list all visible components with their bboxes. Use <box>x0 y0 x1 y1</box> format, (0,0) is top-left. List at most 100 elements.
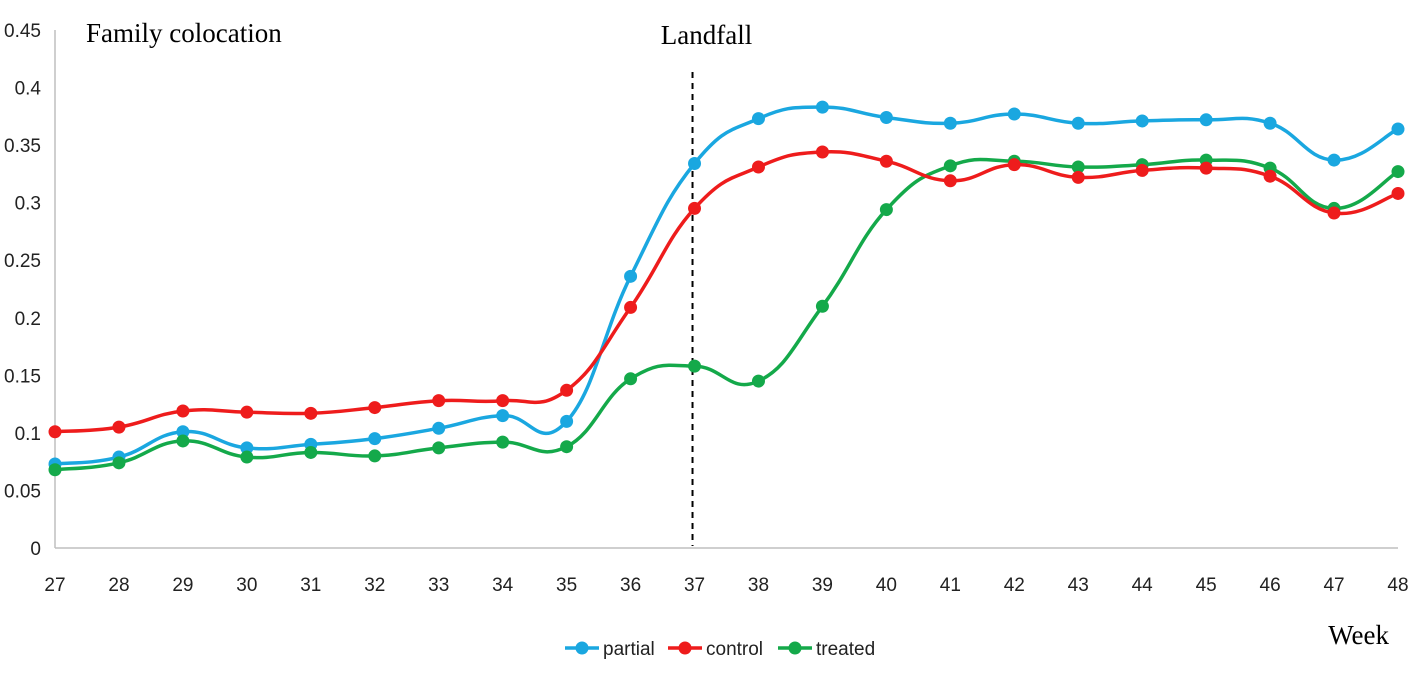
data-point-treated <box>751 374 765 388</box>
data-point-control <box>1263 169 1277 183</box>
data-point-control <box>1391 186 1405 200</box>
data-point-treated <box>496 435 510 449</box>
data-point-control <box>751 160 765 174</box>
data-point-control <box>176 404 190 418</box>
data-point-partial <box>1199 113 1213 127</box>
x-tick-label: 36 <box>620 575 641 596</box>
x-tick-label: 33 <box>428 575 449 596</box>
data-point-treated <box>176 434 190 448</box>
data-point-treated <box>432 441 446 455</box>
data-point-control <box>48 425 62 439</box>
data-point-partial <box>1007 107 1021 121</box>
data-point-partial <box>432 421 446 435</box>
x-tick-label: 40 <box>876 575 897 596</box>
x-tick-label: 32 <box>364 575 385 596</box>
x-tick-label: 28 <box>108 575 129 596</box>
data-point-partial <box>560 414 574 428</box>
x-tick-label: 47 <box>1323 575 1344 596</box>
x-tick-label: 46 <box>1260 575 1281 596</box>
x-tick-label: 34 <box>492 575 514 596</box>
y-tick-label: 0.25 <box>4 251 41 272</box>
y-tick-label: 0.2 <box>15 309 41 330</box>
legend-label: partial <box>603 639 655 660</box>
series-treated <box>48 153 1405 477</box>
data-point-treated <box>1071 160 1085 174</box>
series-control <box>48 145 1405 439</box>
x-tick-label: 42 <box>1004 575 1025 596</box>
data-point-control <box>943 174 957 188</box>
data-point-control <box>879 154 893 168</box>
data-point-partial <box>943 116 957 130</box>
x-tick-label: 48 <box>1387 575 1408 596</box>
data-point-partial <box>1391 122 1405 136</box>
data-point-treated <box>48 463 62 477</box>
data-point-control <box>815 145 829 159</box>
y-tick-label: 0.05 <box>4 481 41 502</box>
data-point-control <box>688 201 702 215</box>
data-point-partial <box>240 441 254 455</box>
data-point-treated <box>943 159 957 173</box>
data-point-partial <box>688 157 702 171</box>
x-tick-label: 31 <box>300 575 321 596</box>
legend-label: control <box>706 639 763 660</box>
chart-title: Family colocation <box>86 18 282 48</box>
x-tick-label: 45 <box>1196 575 1217 596</box>
legend-swatch-marker <box>788 641 802 655</box>
legend-item-treated: treated <box>778 639 875 660</box>
legend-item-control: control <box>668 639 763 660</box>
data-point-control <box>496 394 510 408</box>
data-point-treated <box>304 445 318 459</box>
data-point-treated <box>688 359 702 373</box>
x-tick-label: 44 <box>1132 575 1154 596</box>
data-point-treated <box>879 203 893 217</box>
data-point-control <box>624 300 638 314</box>
data-point-control <box>112 420 126 434</box>
y-tick-label: 0.4 <box>15 79 42 100</box>
data-point-treated <box>112 456 126 470</box>
x-tick-label: 27 <box>44 575 65 596</box>
legend-label: treated <box>816 639 875 660</box>
data-point-control <box>1327 206 1341 220</box>
series-line-control <box>54 150 1399 434</box>
legend: partial control treated <box>565 639 875 660</box>
x-tick-label: 30 <box>236 575 257 596</box>
y-tick-label: 0.35 <box>4 136 41 157</box>
data-point-control <box>560 383 574 397</box>
y-tick-label: 0.15 <box>4 366 41 387</box>
data-point-partial <box>1327 153 1341 167</box>
data-point-partial <box>751 112 765 126</box>
data-point-treated <box>1391 165 1405 179</box>
annotation: Landfall <box>661 20 752 546</box>
y-tick-label: 0.3 <box>15 194 41 215</box>
x-tick-label: 39 <box>812 575 833 596</box>
data-point-partial <box>815 100 829 114</box>
data-point-control <box>432 394 446 408</box>
y-tick-label: 0 <box>30 539 41 560</box>
x-tick-label: 29 <box>172 575 193 596</box>
x-tick-label: 41 <box>940 575 961 596</box>
data-point-treated <box>368 449 382 463</box>
data-point-partial <box>879 110 893 124</box>
x-tick-label: 35 <box>556 575 577 596</box>
data-point-partial <box>368 432 382 446</box>
data-point-treated <box>815 299 829 313</box>
data-point-control <box>304 406 318 420</box>
data-point-treated <box>624 372 638 386</box>
landfall-label: Landfall <box>661 20 752 50</box>
data-point-treated <box>240 450 254 464</box>
axes <box>54 30 1398 549</box>
data-point-control <box>1199 161 1213 175</box>
data-point-partial <box>496 409 510 423</box>
x-tick-label: 38 <box>748 575 769 596</box>
data-point-control <box>368 401 382 415</box>
legend-swatch-marker <box>575 641 589 655</box>
data-point-partial <box>1135 114 1149 128</box>
data-point-partial <box>1263 116 1277 130</box>
legend-swatch-marker <box>678 641 692 655</box>
x-tick-label: 37 <box>684 575 705 596</box>
data-point-control <box>1007 158 1021 172</box>
data-point-control <box>1071 170 1085 184</box>
series-group <box>48 100 1405 477</box>
data-point-control <box>1135 163 1149 177</box>
